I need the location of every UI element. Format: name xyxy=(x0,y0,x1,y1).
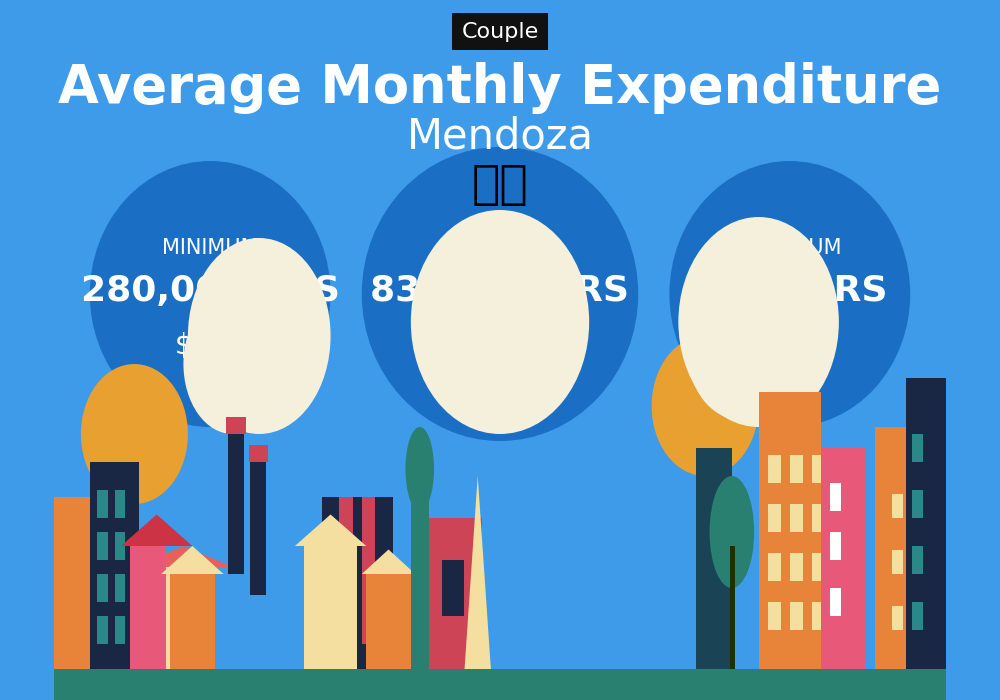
Bar xyxy=(912,490,923,518)
Text: Average Monthly Expenditure: Average Monthly Expenditure xyxy=(58,62,942,113)
Bar xyxy=(90,462,139,672)
Bar xyxy=(54,672,946,700)
Text: $990: $990 xyxy=(465,332,535,360)
Bar xyxy=(130,546,166,672)
Bar xyxy=(790,553,803,581)
Ellipse shape xyxy=(429,280,536,420)
Polygon shape xyxy=(362,550,415,574)
Bar xyxy=(812,455,825,483)
Bar xyxy=(97,490,108,518)
Bar xyxy=(250,455,266,595)
Bar xyxy=(97,616,108,644)
Bar xyxy=(228,420,244,574)
Bar xyxy=(134,567,183,672)
Bar xyxy=(812,504,825,532)
Bar xyxy=(97,532,108,560)
Text: Couple: Couple xyxy=(461,22,539,41)
Bar xyxy=(429,518,482,672)
Bar xyxy=(249,444,268,462)
Bar xyxy=(912,602,923,630)
Bar xyxy=(115,574,125,602)
Bar xyxy=(411,476,429,672)
Polygon shape xyxy=(295,514,366,546)
Bar xyxy=(768,602,781,630)
Bar xyxy=(892,494,903,518)
Bar xyxy=(768,553,781,581)
Bar xyxy=(115,532,125,560)
Bar xyxy=(883,427,932,672)
Ellipse shape xyxy=(678,217,839,427)
Bar xyxy=(912,546,923,574)
Bar xyxy=(790,504,803,532)
Text: MINIMUM: MINIMUM xyxy=(162,239,258,258)
Bar xyxy=(892,606,903,630)
Bar xyxy=(908,550,919,574)
Polygon shape xyxy=(134,546,232,567)
Bar xyxy=(768,504,781,532)
Bar xyxy=(908,494,919,518)
Ellipse shape xyxy=(687,280,794,420)
Ellipse shape xyxy=(652,336,759,476)
Bar xyxy=(226,416,246,434)
Bar xyxy=(768,455,781,483)
Ellipse shape xyxy=(710,476,754,588)
Ellipse shape xyxy=(183,294,282,434)
Bar xyxy=(906,378,946,672)
Bar xyxy=(54,668,946,679)
Bar xyxy=(830,532,841,560)
Bar xyxy=(830,483,841,511)
Polygon shape xyxy=(464,476,491,672)
Bar xyxy=(54,497,134,672)
Bar xyxy=(892,550,903,574)
Text: $330: $330 xyxy=(175,332,246,360)
Bar xyxy=(821,448,866,672)
Bar xyxy=(366,574,411,672)
Text: $5,300: $5,300 xyxy=(741,332,838,360)
Bar xyxy=(97,574,108,602)
Bar xyxy=(790,602,803,630)
Text: 280,000 ARS: 280,000 ARS xyxy=(81,274,340,307)
Text: 🇦🇷: 🇦🇷 xyxy=(472,163,528,208)
Bar xyxy=(875,427,946,672)
Bar xyxy=(696,448,732,672)
Bar xyxy=(304,546,357,672)
Ellipse shape xyxy=(81,364,188,504)
Bar xyxy=(170,574,215,672)
Bar xyxy=(759,392,821,672)
Bar xyxy=(812,602,825,630)
Ellipse shape xyxy=(669,161,910,427)
Bar xyxy=(339,497,353,630)
Ellipse shape xyxy=(405,427,434,511)
Text: AVERAGE: AVERAGE xyxy=(452,239,548,258)
Ellipse shape xyxy=(411,210,589,434)
Text: MAXIMUM: MAXIMUM xyxy=(738,239,842,258)
Text: 830,000 ARS: 830,000 ARS xyxy=(370,274,630,307)
Bar xyxy=(442,560,464,616)
Bar xyxy=(730,546,735,672)
Polygon shape xyxy=(161,546,224,574)
Bar xyxy=(912,434,923,462)
Bar xyxy=(115,490,125,518)
Bar xyxy=(812,553,825,581)
Bar xyxy=(790,455,803,483)
Text: 4.4M ARS: 4.4M ARS xyxy=(693,274,887,307)
Ellipse shape xyxy=(188,238,331,434)
Bar xyxy=(908,606,919,630)
Bar xyxy=(115,616,125,644)
Text: Mendoza: Mendoza xyxy=(406,116,594,158)
Ellipse shape xyxy=(90,161,331,427)
Bar xyxy=(446,518,463,672)
Bar xyxy=(362,497,375,644)
Bar xyxy=(322,497,393,672)
Bar xyxy=(830,588,841,616)
Polygon shape xyxy=(121,514,192,546)
Ellipse shape xyxy=(362,147,638,441)
